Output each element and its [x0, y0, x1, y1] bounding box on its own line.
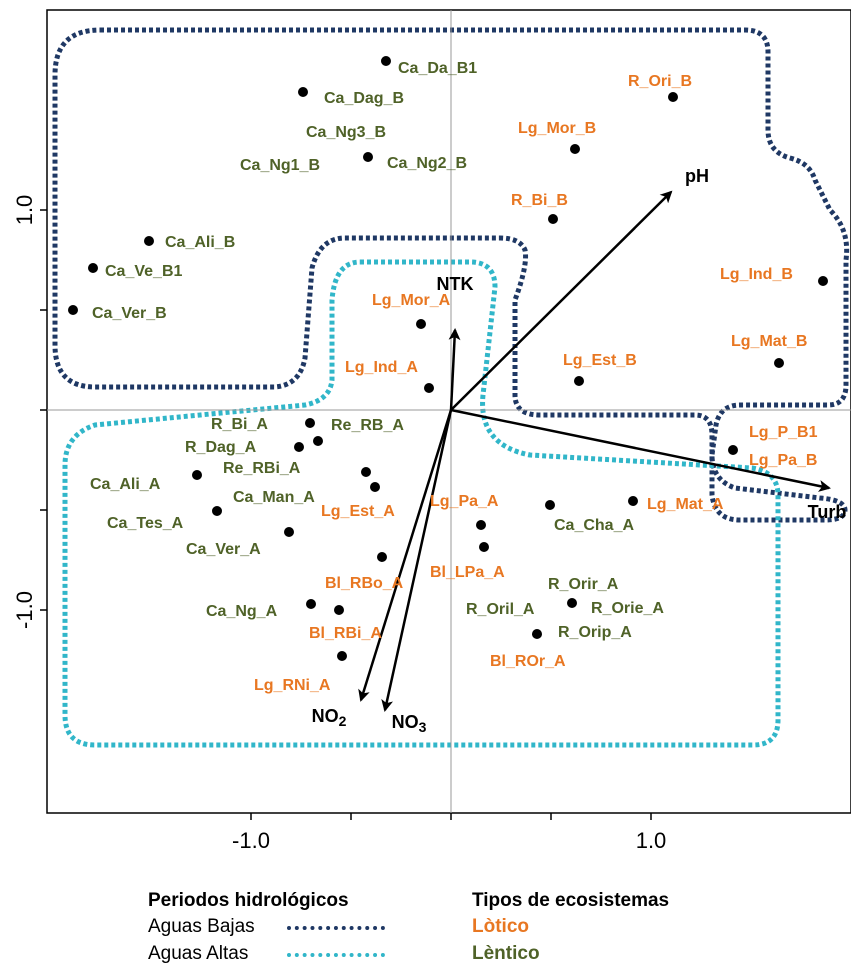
point-label-r-bi-b: R_Bi_B [511, 192, 568, 209]
tick-layer: -1.0 1.0 1.0 -1.0 [12, 195, 666, 853]
point-label-lg-mat-a: Lg_Mat_A [647, 496, 724, 513]
point-label-lg-ind-a: Lg_Ind_A [345, 359, 418, 376]
data-point [567, 598, 577, 608]
point-label-ca-ng-a: Ca_Ng_A [206, 603, 278, 620]
point-label-bl-ror-a: Bl_ROr_A [490, 653, 566, 670]
point-label-ca-tes-a: Ca_Tes_A [107, 515, 184, 532]
vector-arrow-ntk [448, 328, 461, 411]
point-label-re-rb-a: Re_RB_A [331, 417, 404, 434]
point-label-r-orip-a: R_Orip_A [558, 624, 632, 641]
vector-arrow-no3 [381, 409, 453, 712]
data-point [334, 605, 344, 615]
vector-arrow-ph [450, 190, 673, 411]
point-label-ca-ali-a: Ca_Ali_A [90, 476, 161, 493]
data-point [424, 383, 434, 393]
data-point [377, 552, 387, 562]
point-label-r-orie-a: R_Orie_A [591, 600, 664, 617]
vector-label-no3: NO3 [392, 712, 427, 735]
point-label-r-orir-a: R_Orir_A [548, 576, 619, 593]
data-point [479, 542, 489, 552]
point-label-ca-ali-b: Ca_Ali_B [165, 234, 235, 251]
vector-arrow-no2 [358, 409, 453, 702]
point-label-ca-da-b1: Ca_Da_B1 [398, 60, 477, 77]
vector-label-turb: Turb [808, 502, 847, 522]
data-point [306, 599, 316, 609]
point-label-ca-cha-a: Ca_Cha_A [554, 517, 634, 534]
point-label-r-ori-b: R_Ori_B [628, 73, 692, 90]
point-label-ca-ng3-b: Ca_Ng3_B [306, 124, 386, 141]
data-point [68, 305, 78, 315]
point-label-ca-ver-b: Ca_Ver_B [92, 305, 167, 322]
point-label-lg-rni-a: Lg_RNi_A [254, 677, 331, 694]
data-point [548, 214, 558, 224]
point-label-lg-mor-a: Lg_Mor_A [372, 292, 451, 309]
data-point [144, 236, 154, 246]
data-point [416, 319, 426, 329]
point-label-bl-rbi-a: Bl_RBi_A [309, 625, 382, 642]
data-point [88, 263, 98, 273]
point-label-lg-p-b1: Lg_P_B1 [749, 424, 818, 441]
vector-layer: pH NTK Turb NO2 NO3 [312, 166, 847, 735]
point-label-r-bi-a: R_Bi_A [211, 416, 268, 433]
y-tick-label: 1.0 [12, 195, 37, 226]
data-point [192, 470, 202, 480]
data-point [774, 358, 784, 368]
point-label-lg-est-b: Lg_Est_B [563, 352, 637, 369]
point-label-lg-est-a: Lg_Est_A [321, 503, 395, 520]
vector-label-ph: pH [685, 166, 709, 186]
data-point [574, 376, 584, 386]
point-label-bl-rbo-a: Bl_RBo_A [325, 575, 404, 592]
x-tick-label: -1.0 [232, 828, 270, 853]
axes-layer [46, 9, 851, 814]
point-label-lg-pa-b: Lg_Pa_B [749, 452, 817, 469]
point-label-lg-pa-a: Lg_Pa_A [430, 493, 499, 510]
hull-aguas-bajas-outer [52, 27, 850, 523]
data-point [628, 496, 638, 506]
data-point [363, 152, 373, 162]
point-label-ca-dag-b: Ca_Dag_B [324, 90, 404, 107]
data-point [370, 482, 380, 492]
y-tick-label: -1.0 [12, 591, 37, 629]
data-point [313, 436, 323, 446]
x-tick-label: 1.0 [636, 828, 667, 853]
plot-frame [46, 9, 851, 814]
point-label-lg-ind-b: Lg_Ind_B [720, 266, 793, 283]
data-point [476, 520, 486, 530]
vector-arrow-turb [450, 408, 831, 492]
data-point [532, 629, 542, 639]
point-label-bl-lpa-a: Bl_LPa_A [430, 564, 505, 581]
data-point [818, 276, 828, 286]
data-point [305, 418, 315, 428]
data-point [361, 467, 371, 477]
hull-layer [52, 27, 850, 748]
point-layer: Ca_Da_B1 Ca_Dag_B Ca_Ng3_B Ca_Ng1_B Ca_Ng2_B… [68, 56, 828, 694]
vector-label-ntk: NTK [437, 274, 474, 294]
data-point [337, 651, 347, 661]
data-point [570, 144, 580, 154]
data-point [298, 87, 308, 97]
point-label-lg-mor-b: Lg_Mor_B [518, 120, 596, 137]
vector-label-no2: NO2 [312, 706, 347, 729]
point-label-ca-ng1-b: Ca_Ng1_B [240, 157, 320, 174]
point-label-lg-mat-b: Lg_Mat_B [731, 333, 807, 350]
point-label-re-rbi-a: Re_RBi_A [223, 460, 301, 477]
point-label-ca-ve-b1: Ca_Ve_B1 [105, 263, 182, 280]
point-label-r-dag-a: R_Dag_A [185, 439, 257, 456]
point-label-ca-ng2-b: Ca_Ng2_B [387, 155, 467, 172]
data-point [668, 92, 678, 102]
point-label-r-oril-a: R_Oril_A [466, 601, 535, 618]
data-point [284, 527, 294, 537]
data-point [728, 445, 738, 455]
point-label-ca-ver-a: Ca_Ver_A [186, 541, 261, 558]
data-point [294, 442, 304, 452]
data-point [381, 56, 391, 66]
data-point [212, 506, 222, 516]
point-label-ca-man-a: Ca_Man_A [233, 489, 315, 506]
data-point [545, 500, 555, 510]
